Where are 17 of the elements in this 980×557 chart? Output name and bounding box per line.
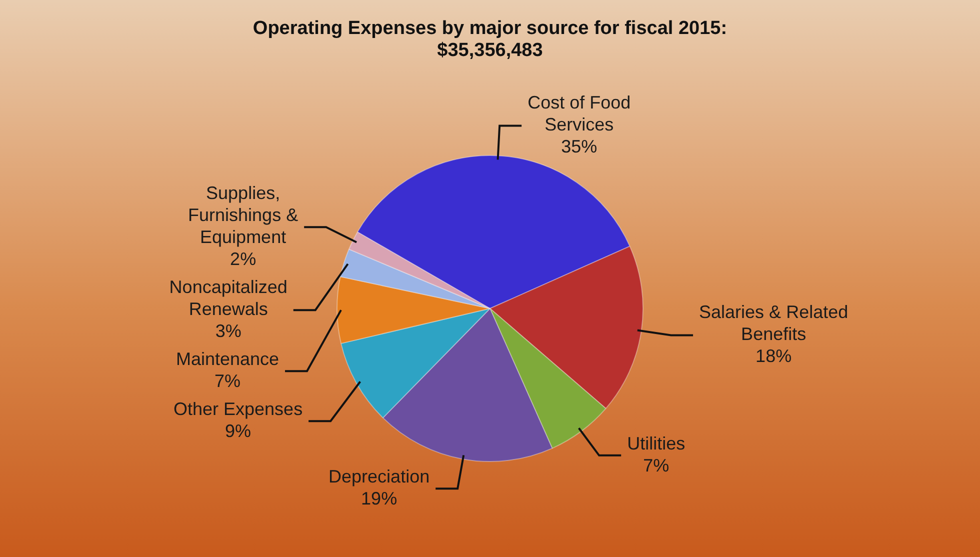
slice-label: Salaries & Related Benefits: [699, 302, 848, 344]
data-label: 19%: [361, 488, 398, 509]
data-label: 9%: [225, 421, 252, 442]
data-label: 7%: [643, 455, 670, 476]
data-label: 3%: [215, 321, 242, 342]
data-label: 18%: [756, 346, 792, 366]
data-label: 2%: [230, 249, 256, 270]
data-label: 7%: [214, 371, 240, 392]
data-label: 35%: [561, 136, 598, 157]
slice-label: Other Expenses: [173, 399, 303, 420]
slice-label: Depreciation: [328, 466, 430, 487]
slice-label: Noncapitalized Renewals: [169, 277, 288, 320]
slice-label: Utilities: [627, 433, 686, 454]
slice-label: Cost of Food Services: [528, 92, 631, 135]
chart-title: Operating Expenses by major source for fiscal 2015: $35,356,483: [252, 18, 728, 62]
slice-label: Supplies, Furnishings & Equipment: [188, 183, 298, 248]
slice-label: Maintenance: [176, 349, 280, 370]
